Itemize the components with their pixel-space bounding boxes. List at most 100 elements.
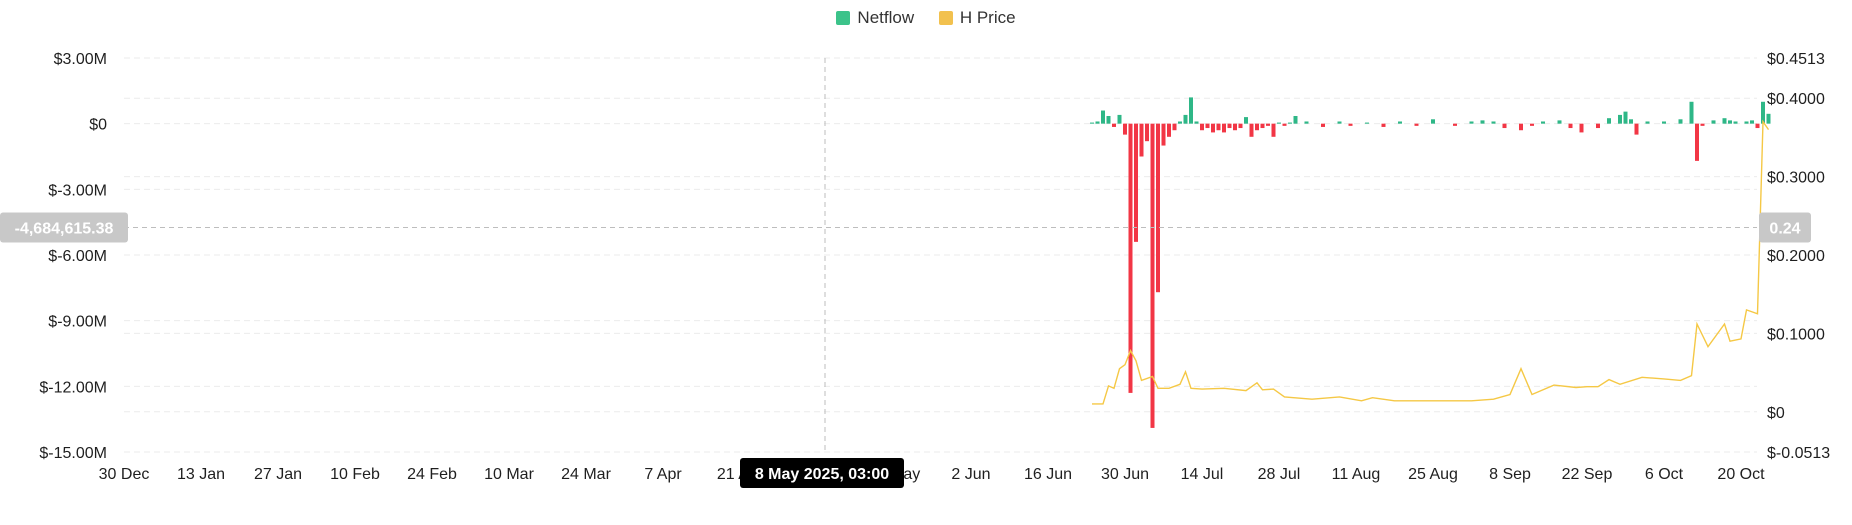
legend-netflow-label: Netflow <box>857 8 915 27</box>
x-tick-label: 22 Sep <box>1562 466 1613 483</box>
netflow-bar <box>1623 111 1628 124</box>
netflow-bar <box>1211 123 1215 133</box>
y-right-tick-label: $0.3000 <box>1767 170 1825 187</box>
netflow-bar <box>1755 123 1760 129</box>
netflow-bar <box>1150 123 1155 428</box>
netflow-bar <box>1117 114 1122 124</box>
netflow-bar <box>1156 123 1160 293</box>
netflow-bar <box>1139 123 1144 157</box>
netflow-bar <box>1123 123 1127 135</box>
netflow-bar <box>1222 123 1226 133</box>
x-tick-label: 20 Oct <box>1717 466 1765 483</box>
y-left-tick-label: $0 <box>89 117 107 134</box>
netflow-bar <box>1722 118 1727 124</box>
legend: Netflow H Price <box>0 8 1852 30</box>
x-tick-label: 13 Jan <box>177 466 225 483</box>
price-swatch-icon <box>938 11 953 25</box>
legend-item-price[interactable]: H Price <box>938 8 1016 28</box>
y-right-tick-label: $-0.0513 <box>1767 445 1830 462</box>
netflow-bar <box>1431 119 1435 124</box>
netflow-bar <box>1541 121 1545 124</box>
netflow-bar <box>1172 123 1177 131</box>
netflow-bar <box>1288 122 1292 124</box>
netflow-bar <box>1381 123 1386 127</box>
netflow-bars <box>1090 97 1771 428</box>
x-tick-label: 14 Jul <box>1181 466 1224 483</box>
netflow-bar <box>1277 122 1281 124</box>
netflow-bar <box>1557 120 1562 124</box>
x-tick-label: 27 Jan <box>254 466 302 483</box>
x-tick-label: 24 Mar <box>561 466 611 483</box>
netflow-bar <box>1689 101 1694 124</box>
y-left-axis: $3.00M $0 $-3.00M $-6.00M $-9.00M $-12.00M $-1… <box>39 51 107 462</box>
netflow-bar <box>1090 122 1094 124</box>
netflow-bar <box>1678 119 1683 124</box>
netflow-bar <box>1244 117 1248 124</box>
x-tick-label: 7 Apr <box>644 466 682 483</box>
netflow-bar <box>1106 116 1111 124</box>
netflow-bar <box>1645 121 1650 124</box>
netflow-bar <box>1469 121 1474 124</box>
netflow-bar <box>1453 123 1457 126</box>
legend-price-label: H Price <box>959 8 1016 27</box>
netflow-bar <box>1249 123 1254 137</box>
x-tick-label: 28 Jul <box>1258 466 1301 483</box>
grid-lines <box>124 57 1757 453</box>
netflow-bar <box>1365 122 1369 124</box>
crosshair-labels: -4,684,615.38 0.24 8 May 2025, 03:00 <box>0 212 1811 488</box>
crosshair-right-value-box <box>1759 212 1811 243</box>
netflow-bar <box>1112 123 1116 127</box>
x-tick-label: 30 Dec <box>99 466 150 483</box>
netflow-bar <box>1530 123 1534 126</box>
netflow-bar <box>1502 123 1507 129</box>
netflow-bar <box>1491 121 1496 124</box>
netflow-bar <box>1189 97 1193 124</box>
netflow-bar <box>1596 123 1600 129</box>
netflow-bar <box>1607 118 1611 124</box>
netflow-bar <box>1194 121 1199 124</box>
netflow-bar <box>1145 123 1149 142</box>
y-right-axis: $0.4513 $0.4000 $0.3000 $0.2000 $0.1000 $0 $-0… <box>1767 51 1830 462</box>
x-tick-label: 16 Jun <box>1024 466 1072 483</box>
netflow-swatch-icon <box>836 11 851 25</box>
legend-item-netflow[interactable]: Netflow <box>836 8 914 28</box>
netflow-bar <box>1766 113 1771 124</box>
x-tick-label: 10 Feb <box>330 466 380 483</box>
y-right-tick-label: $0 <box>1767 405 1785 422</box>
netflow-bar <box>1200 123 1204 131</box>
y-left-tick-label: $-3.00M <box>48 182 107 199</box>
crosshair-left-value-box <box>0 212 128 243</box>
netflow-bar <box>1761 101 1765 124</box>
netflow-bar <box>1101 110 1105 124</box>
y-right-tick-label: $0.4513 <box>1767 51 1825 68</box>
crosshair-left-value: -4,684,615.38 <box>15 221 114 238</box>
y-left-tick-label: $-6.00M <box>48 248 107 265</box>
netflow-bar <box>1728 120 1732 124</box>
netflow-bar <box>1634 123 1639 135</box>
crosshair-date-box <box>740 458 904 488</box>
x-tick-label: 10 Mar <box>484 466 534 483</box>
netflow-bar <box>1227 123 1232 129</box>
netflow-bar <box>1255 123 1259 131</box>
netflow-bar <box>1161 123 1166 146</box>
y-left-tick-label: $-12.00M <box>39 379 107 396</box>
netflow-bar <box>1711 120 1716 124</box>
netflow-bar <box>1348 123 1353 126</box>
crosshair-date-label: 8 May 2025, 03:00 <box>755 466 889 483</box>
y-right-tick-label: $0.2000 <box>1767 248 1825 265</box>
netflow-bar <box>1271 123 1276 137</box>
x-tick-label: 2 Jun <box>951 466 990 483</box>
x-tick-label: 8 Sep <box>1489 466 1531 483</box>
netflow-bar <box>1337 121 1342 124</box>
x-tick-label: 25 Aug <box>1408 466 1458 483</box>
netflow-bar <box>1167 123 1171 137</box>
netflow-bar <box>1662 121 1666 124</box>
x-axis: 30 Dec 13 Jan 27 Jan 10 Feb 24 Feb 10 Mar 24 M… <box>99 466 1765 483</box>
netflow-bar <box>1398 121 1402 124</box>
netflow-bar <box>1695 123 1699 161</box>
netflow-bar <box>1321 123 1325 127</box>
x-tick-label: 6 Oct <box>1645 466 1684 483</box>
netflow-bar <box>1744 121 1749 124</box>
netflow-bar <box>1134 123 1138 242</box>
